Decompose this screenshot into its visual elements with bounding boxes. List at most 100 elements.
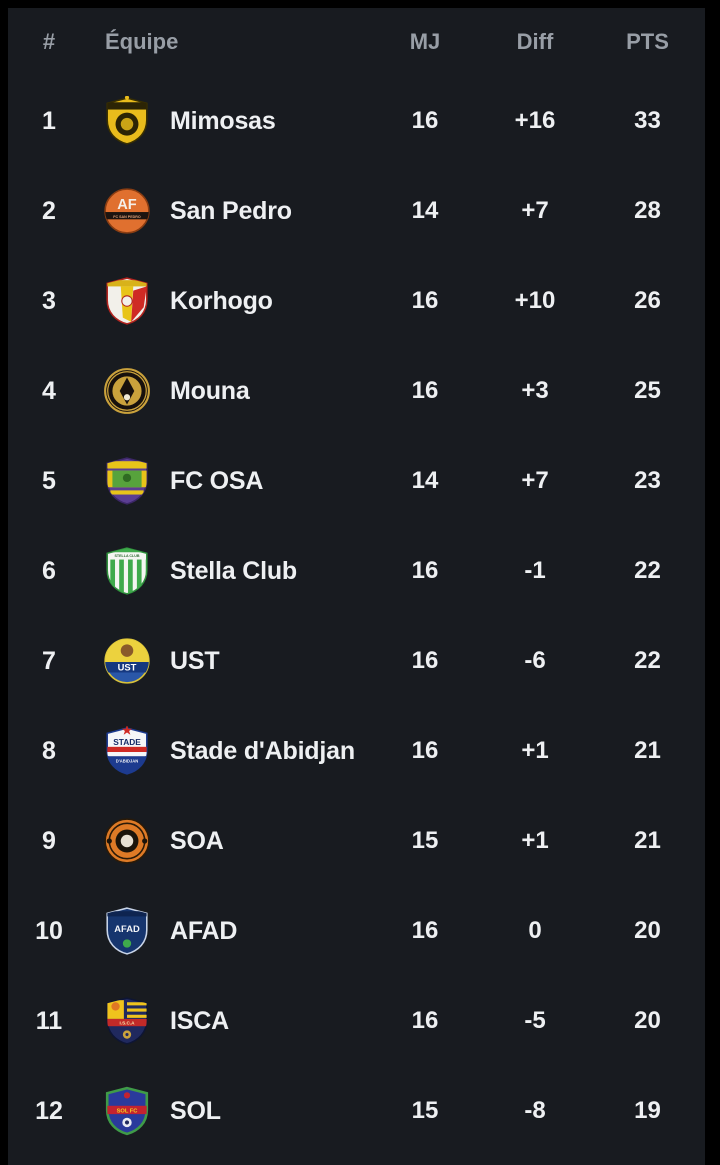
team-name: UST [170,646,220,675]
team-played: 16 [411,1007,439,1034]
svg-text:AFAD: AFAD [114,924,140,934]
team-points: 28 [634,197,661,224]
team-rank: 11 [35,1006,63,1035]
team-points: 26 [634,287,661,314]
team-diff: -8 [524,1097,546,1124]
team-name: ISCA [170,1006,229,1035]
team-logo [90,276,164,326]
team-points: 21 [634,737,661,764]
team-points: 20 [634,917,661,944]
team-diff: -5 [524,1007,546,1034]
team-rank: 5 [42,466,56,495]
table-row[interactable]: 12 SOL FC SOL 15 -8 19 [8,1066,705,1156]
svg-text:FC SAN PEDRO: FC SAN PEDRO [113,215,141,219]
team-diff: +7 [521,197,549,224]
team-diff: -1 [524,557,546,584]
table-row[interactable]: 8 STADE D'ABIDJAN Stade d'Abidjan 16 +1 2… [8,706,705,796]
table-row[interactable]: 10 AFAD AFAD 16 0 20 [8,886,705,976]
team-name: SOA [170,826,224,855]
team-diff: +3 [521,377,549,404]
team-points: 33 [634,107,661,134]
team-played: 15 [411,827,439,854]
column-header-points: PTS [626,29,669,54]
table-row[interactable]: 11 I.S.C.A ISCA 16 -5 20 [8,976,705,1066]
team-played: 14 [411,467,439,494]
team-rank: 8 [42,736,56,765]
team-rank: 4 [42,376,56,405]
team-logo: UST [90,636,164,686]
team-played: 16 [411,377,439,404]
team-points: 25 [634,377,661,404]
team-logo [90,816,164,866]
team-name: Stella Club [170,556,297,585]
team-points: 22 [634,557,661,584]
table-row[interactable]: 9 SOA 15 +1 21 [8,796,705,886]
team-played: 16 [411,917,439,944]
team-logo: SOL FC [90,1086,164,1136]
team-points: 19 [634,1097,661,1124]
team-name: AFAD [170,916,238,945]
table-header-row: # Équipe MJ Diff PTS [8,8,705,76]
team-played: 14 [411,197,439,224]
table-row[interactable]: 3 Korhogo 16 +10 26 [8,256,705,346]
svg-text:SOL FC: SOL FC [117,1109,138,1115]
svg-text:D'ABIDJAN: D'ABIDJAN [116,758,138,763]
team-played: 16 [411,557,439,584]
team-logo: STADE D'ABIDJAN [90,726,164,776]
team-logo [90,456,164,506]
team-diff: +10 [514,287,556,314]
svg-text:I.S.C.A: I.S.C.A [119,1021,135,1026]
team-rank: 9 [42,826,56,855]
team-played: 16 [411,737,439,764]
svg-text:STELLA CLUB: STELLA CLUB [114,554,139,558]
team-played: 16 [411,647,439,674]
team-rank: 12 [35,1096,63,1125]
team-rank: 10 [35,916,63,945]
svg-text:UST: UST [118,662,137,672]
team-rank: 7 [42,646,56,675]
team-logo: AFAD [90,906,164,956]
team-played: 16 [411,287,439,314]
team-name: Mouna [170,376,250,405]
standings-table: # Équipe MJ Diff PTS 1 Mimosas 16 +16 33… [8,8,705,1165]
team-logo: I.S.C.A [90,996,164,1046]
team-diff: +1 [521,827,549,854]
svg-text:AF: AF [117,197,137,213]
team-points: 21 [634,827,661,854]
team-logo: AF FC SAN PEDRO [90,186,164,236]
team-logo: STELLA CLUB [90,546,164,596]
team-name: San Pedro [170,196,292,225]
standings-table-body: 1 Mimosas 16 +16 33 2 AF FC SAN PEDRO San… [8,76,705,1156]
table-row[interactable]: 7 UST UST 16 -6 22 [8,616,705,706]
column-header-diff: Diff [516,29,554,54]
table-row[interactable]: 1 Mimosas 16 +16 33 [8,76,705,166]
table-row[interactable]: 4 Mouna 16 +3 25 [8,346,705,436]
team-logo [90,96,164,146]
table-row[interactable]: 5 FC OSA 14 +7 23 [8,436,705,526]
column-header-rank: # [42,29,56,54]
team-name: Korhogo [170,286,273,315]
team-played: 16 [411,107,439,134]
team-diff: +16 [514,107,556,134]
svg-text:STADE: STADE [113,737,141,747]
team-name: FC OSA [170,466,264,495]
team-diff: 0 [528,917,542,944]
team-name: Stade d'Abidjan [170,736,355,765]
team-rank: 1 [42,106,56,135]
team-rank: 2 [42,196,56,225]
column-header-team: Équipe [105,29,179,54]
column-header-played: MJ [409,29,441,54]
team-name: Mimosas [170,106,276,135]
team-diff: +1 [521,737,549,764]
team-rank: 3 [42,286,56,315]
team-points: 22 [634,647,661,674]
team-diff: +7 [521,467,549,494]
table-row[interactable]: 6 STELLA CLUB Stella Club 16 -1 22 [8,526,705,616]
table-row[interactable]: 2 AF FC SAN PEDRO San Pedro 14 +7 28 [8,166,705,256]
team-logo [90,366,164,416]
team-diff: -6 [524,647,546,674]
team-points: 23 [634,467,661,494]
team-played: 15 [411,1097,439,1124]
team-rank: 6 [42,556,56,585]
team-name: SOL [170,1096,221,1125]
